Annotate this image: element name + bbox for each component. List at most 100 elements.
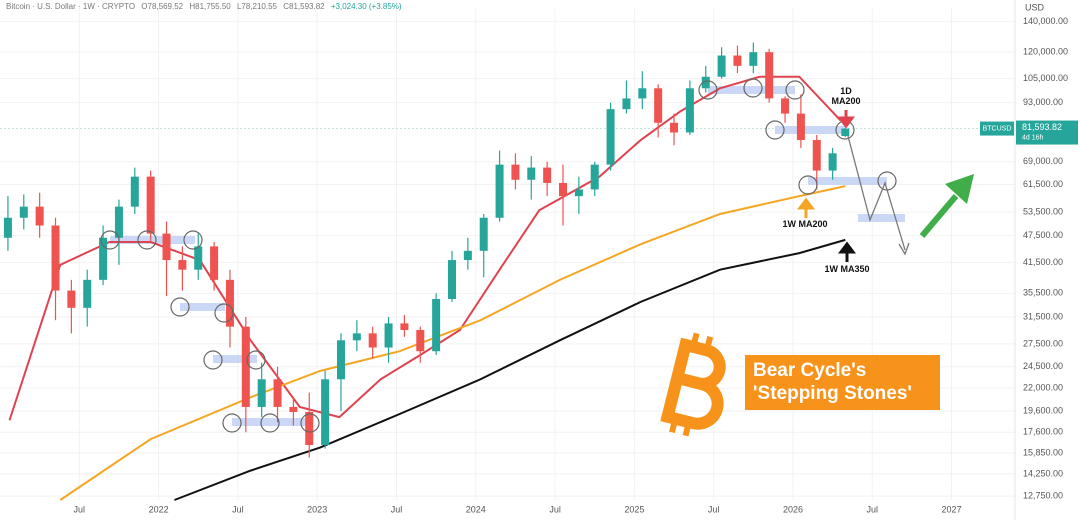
candle-body	[590, 164, 599, 190]
level-bar	[180, 303, 225, 311]
candle-body	[765, 52, 774, 99]
candle-body	[749, 52, 758, 66]
orange-arrow	[797, 197, 815, 218]
y-tick-label: 15,850.00	[1023, 447, 1063, 457]
candle-body	[527, 167, 536, 180]
candle-body	[130, 176, 139, 207]
candle-body	[796, 113, 805, 141]
projection-path	[847, 135, 906, 251]
level-bar	[858, 214, 905, 222]
candle-body	[654, 88, 663, 123]
candle-body	[336, 340, 345, 380]
y-tick-label: 31,500.00	[1023, 311, 1063, 321]
candle-body	[67, 290, 76, 308]
ma-line	[174, 238, 846, 501]
line-label: 1W MA200	[782, 219, 828, 229]
bull-arrowhead	[945, 174, 974, 204]
bitcoin-logo	[660, 332, 726, 437]
y-tick-label: 12,750.00	[1023, 490, 1063, 500]
projection	[797, 110, 974, 262]
x-tick-label: Jul	[708, 504, 720, 514]
candle-body	[51, 225, 60, 291]
level-bar	[708, 86, 795, 94]
y-tick-label: 93,000.00	[1023, 97, 1063, 107]
candle-body	[35, 206, 44, 226]
ohlc: O78,569.52	[141, 2, 184, 11]
ma-line	[59, 185, 846, 501]
circles	[100, 78, 897, 433]
candle-body	[432, 298, 441, 352]
projection-arrowhead	[898, 242, 910, 256]
x-tick-label: 2023	[307, 504, 327, 514]
last-price-tag	[980, 121, 1014, 136]
candle-body	[841, 128, 850, 137]
series-layer	[8, 75, 846, 501]
candle-body	[574, 189, 583, 197]
candle-body	[781, 98, 790, 114]
circle-marker	[246, 350, 266, 370]
y-tick-label: 35,500.00	[1023, 288, 1063, 298]
x-tick-label: 2025	[624, 504, 644, 514]
logo-b	[660, 337, 726, 430]
symbol: Bitcoin · U.S. Dollar · 1W · CRYPTO	[6, 2, 136, 11]
candle-body	[225, 279, 234, 327]
candle-body	[257, 379, 266, 407]
candle-body	[194, 246, 203, 270]
candle-body	[717, 55, 726, 77]
last-price-label: 81,593.82	[1022, 122, 1062, 132]
circle-marker	[260, 413, 280, 433]
candle-body	[511, 164, 520, 180]
circle-marker	[698, 80, 718, 100]
candle-body	[638, 88, 647, 99]
candle-body	[416, 329, 425, 352]
x-tick-label: 2027	[942, 504, 962, 514]
level-bar	[808, 177, 887, 185]
candle-body	[670, 122, 679, 133]
last-price-countdown: 4d 16h	[1022, 134, 1044, 141]
x-tick-label: 2026	[783, 504, 803, 514]
ohlc: C81,593.82	[283, 2, 325, 11]
circle-marker	[100, 230, 120, 250]
candle-body	[701, 76, 710, 89]
level-bar	[213, 355, 257, 363]
candle-body	[733, 55, 742, 66]
level-bar	[775, 126, 845, 134]
candle-body	[114, 206, 123, 238]
candle-body	[305, 411, 314, 446]
candle-body	[289, 406, 298, 412]
circle-marker	[765, 120, 785, 140]
candle-body	[812, 140, 821, 171]
candle-body	[83, 279, 92, 308]
candle-body	[543, 167, 552, 183]
y-axis-unit: USD	[1025, 2, 1045, 12]
black-arrow	[838, 241, 856, 262]
candle-body	[400, 323, 409, 330]
x-tick-label: 2024	[466, 504, 486, 514]
circle-marker	[798, 175, 818, 195]
change: +3,024.30 (+3.85%)	[330, 2, 402, 11]
annotation-box: Bear Cycle's 'Stepping Stones'	[745, 355, 940, 410]
x-tick-label: Jul	[391, 504, 403, 514]
level-bar	[232, 418, 310, 426]
candle-body	[479, 217, 488, 251]
y-tick-label: 105,000.00	[1023, 73, 1068, 83]
candle-body	[146, 176, 155, 234]
candle-body	[321, 379, 330, 446]
line-label: 1D MA200	[831, 86, 861, 106]
x-tick-label: Jul	[74, 504, 86, 514]
candle-body	[828, 153, 837, 171]
y-tick-label: 53,500.00	[1023, 206, 1063, 216]
candle-body	[685, 88, 694, 133]
candle-body	[622, 98, 631, 110]
candle-body	[368, 333, 377, 348]
ohlc: L78,210.55	[236, 2, 277, 11]
circle-marker	[170, 297, 190, 317]
y-tick-label: 41,500.00	[1023, 257, 1063, 267]
x-tick-label: 2022	[149, 504, 169, 514]
candle-body	[19, 206, 28, 218]
y-tick-label: 22,000.00	[1023, 382, 1063, 392]
candle-body	[606, 109, 615, 165]
circle-marker	[214, 303, 234, 323]
